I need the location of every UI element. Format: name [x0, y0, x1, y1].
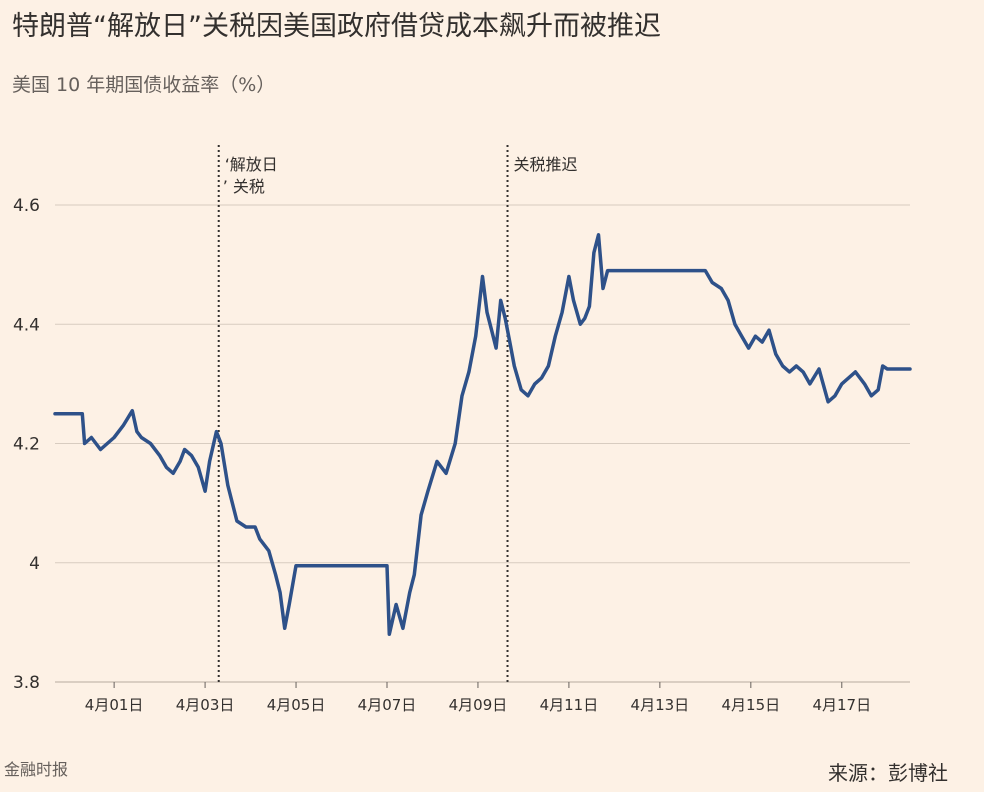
series	[53, 233, 912, 637]
annotation-label: 关税推迟	[514, 155, 578, 174]
y-axis: 3.8 4 4.2 4.4 4.6	[13, 196, 40, 693]
brand-label: 金融时报	[4, 760, 69, 779]
y-tick-label: 3.8	[13, 673, 40, 693]
x-tick-label: 4月05日	[267, 696, 326, 714]
x-tick-label: 4月15日	[722, 696, 781, 714]
x-tick-label: 4月17日	[812, 696, 871, 714]
yield-line	[53, 233, 912, 637]
y-tick-label: 4.2	[13, 435, 40, 455]
x-tick-label: 4月11日	[540, 696, 599, 714]
x-tick-label: 4月13日	[631, 696, 690, 714]
y-tick-label: 4	[29, 554, 40, 574]
y-tick-label: 4.4	[13, 315, 40, 335]
gridlines	[55, 204, 910, 683]
chart-title: 特朗普“解放日”关税因美国政府借贷成本飙升而被推迟	[12, 11, 661, 42]
annotation-label: ‘解放日	[225, 155, 278, 174]
x-tick-label: 4月07日	[358, 696, 417, 714]
y-tick-label: 4.6	[13, 196, 40, 216]
x-axis: 4月01日 4月03日 4月05日 4月07日 4月09日 4月11日 4月13日 4月15日…	[85, 682, 871, 714]
annotation-label: ’ 关税	[223, 177, 265, 196]
x-tick-label: 4月03日	[176, 696, 235, 714]
chart-subtitle: 美国 10 年期国债收益率（%）	[12, 74, 276, 96]
x-tick-label: 4月01日	[85, 696, 144, 714]
annotations: ‘解放日 ’ 关税 关税推迟	[217, 145, 578, 682]
x-tick-label: 4月09日	[449, 696, 508, 714]
source-label: 来源：彭博社	[828, 761, 948, 785]
